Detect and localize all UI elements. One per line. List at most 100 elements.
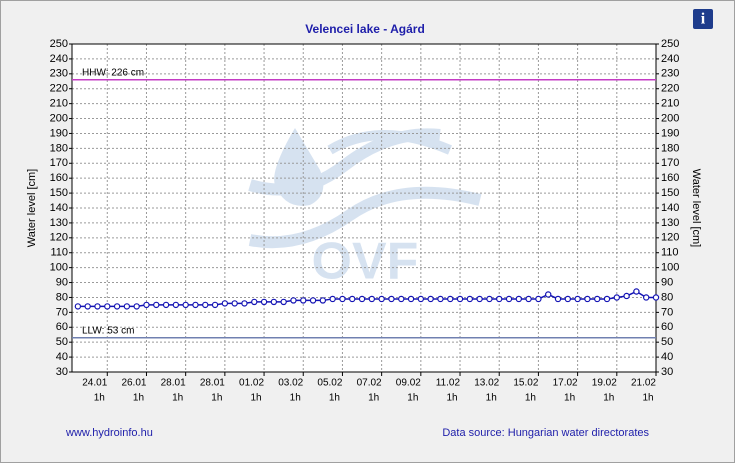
data-point xyxy=(623,292,630,300)
data-point xyxy=(358,295,366,303)
y-tick-label: 90 xyxy=(56,276,68,288)
data-point xyxy=(407,295,415,303)
data-point xyxy=(476,295,483,303)
footer-link[interactable]: www.hydroinfo.hu xyxy=(65,427,153,439)
plot-border xyxy=(71,43,657,373)
x-tick-sublabel: 1h xyxy=(603,393,614,404)
data-point xyxy=(280,298,287,306)
y2-tick-label: 170 xyxy=(661,157,679,169)
data-point xyxy=(84,303,91,310)
data-point xyxy=(221,300,229,307)
x-tick-sublabel: 1h xyxy=(642,393,653,404)
x-tick-label: 01.02 xyxy=(239,378,264,389)
data-point xyxy=(456,295,464,303)
x-tick-label: 24.01 xyxy=(82,378,107,389)
data-point xyxy=(260,298,268,306)
data-point xyxy=(349,295,356,303)
data-point xyxy=(123,303,131,310)
y-axis-label: Water level [cm] xyxy=(26,169,38,247)
x-tick-sublabel: 1h xyxy=(525,393,536,404)
y-tick-label: 70 xyxy=(56,306,68,318)
watermark-logo xyxy=(248,128,482,249)
y-tick-label: 80 xyxy=(56,291,68,303)
y-tick-label: 230 xyxy=(50,68,68,80)
x-tick-sublabel: 1h xyxy=(290,393,301,404)
x-tick-label: 05.02 xyxy=(317,378,342,389)
data-point xyxy=(241,300,248,307)
y2-tick-label: 120 xyxy=(661,232,679,244)
y2-tick-label: 110 xyxy=(661,247,679,259)
data-point xyxy=(74,303,82,310)
watermark-text: OVF xyxy=(312,233,419,291)
y2-tick-label: 240 xyxy=(661,53,679,65)
data-point xyxy=(574,295,581,303)
data-point xyxy=(437,295,444,303)
x-tick-sublabel: 1h xyxy=(94,393,105,404)
data-point xyxy=(417,295,425,303)
x-tick-sublabel: 1h xyxy=(407,393,418,404)
x-tick-sublabel: 1h xyxy=(172,393,183,404)
data-point xyxy=(270,298,278,306)
y2-tick-label: 100 xyxy=(661,262,679,274)
data-point xyxy=(594,295,601,303)
y-tick-label: 30 xyxy=(56,366,68,378)
data-point xyxy=(633,288,640,295)
y-tick-label: 220 xyxy=(50,83,68,95)
data-point xyxy=(545,291,552,298)
data-point xyxy=(368,295,376,303)
x-tick-sublabel: 1h xyxy=(329,393,340,404)
data-point xyxy=(378,295,385,303)
y-tick-label: 140 xyxy=(50,202,68,214)
data-point xyxy=(584,295,591,303)
x-tick-sublabel: 1h xyxy=(446,393,457,404)
data-point xyxy=(231,300,238,307)
x-tick-label: 15.02 xyxy=(513,378,538,389)
data-point xyxy=(398,295,405,303)
info-button[interactable] xyxy=(693,9,713,29)
x-tick-sublabel: 1h xyxy=(564,393,575,404)
data-point xyxy=(466,295,474,303)
x-tick-label: 26.01 xyxy=(121,378,146,389)
y2-tick-label: 30 xyxy=(661,366,673,378)
y2-tick-label: 250 xyxy=(661,38,679,50)
data-point xyxy=(339,295,346,303)
data-point xyxy=(319,297,327,304)
data-point xyxy=(505,295,513,303)
y-tick-label: 50 xyxy=(56,336,68,348)
x-tick-label: 09.02 xyxy=(396,378,421,389)
data-point xyxy=(143,301,150,309)
data-point xyxy=(535,295,542,303)
y-tick-label: 120 xyxy=(50,232,68,244)
x-tick-label: 11.02 xyxy=(436,378,461,389)
data-point xyxy=(133,303,140,310)
reference-label: HHW: 226 cm xyxy=(82,67,144,78)
y2-tick-label: 60 xyxy=(661,321,673,333)
y2-tick-label: 220 xyxy=(661,83,679,95)
reference-label: LLW: 53 cm xyxy=(82,325,134,336)
footer-source: Data source: Hungarian water directorate… xyxy=(442,427,649,439)
data-point xyxy=(515,295,523,303)
chart-title: Velencei lake - Agárd xyxy=(305,22,425,36)
data-point xyxy=(525,295,532,303)
y2-tick-label: 90 xyxy=(661,276,673,288)
y-tick-label: 160 xyxy=(50,172,68,184)
data-point xyxy=(182,301,189,309)
y-tick-label: 110 xyxy=(50,247,68,259)
data-point xyxy=(192,301,199,309)
data-point xyxy=(613,294,621,301)
data-point xyxy=(290,297,297,304)
x-tick-sublabel: 1h xyxy=(250,393,261,404)
y-tick-label: 150 xyxy=(50,187,68,199)
x-tick-sublabel: 1h xyxy=(211,393,222,404)
x-tick-label: 19.02 xyxy=(592,378,617,389)
y2-tick-label: 200 xyxy=(661,112,679,124)
y2-tick-label: 150 xyxy=(661,187,679,199)
data-point xyxy=(251,298,258,306)
y2-tick-label: 130 xyxy=(661,217,679,229)
y-tick-label: 240 xyxy=(50,53,68,65)
data-point xyxy=(300,297,307,304)
y2-tick-label: 80 xyxy=(661,291,673,303)
data-point xyxy=(104,303,111,310)
info-icon[interactable]: i xyxy=(701,11,706,28)
